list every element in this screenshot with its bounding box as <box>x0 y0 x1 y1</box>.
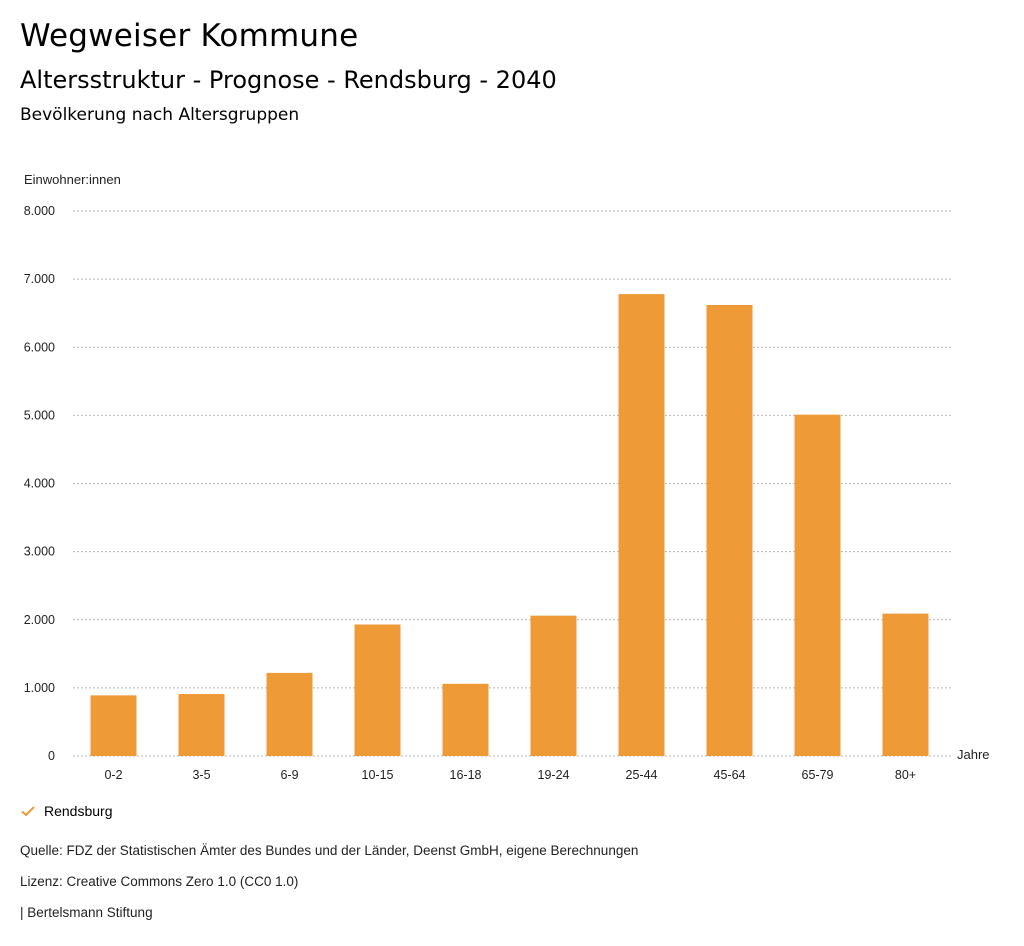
x-tick-label: 19-24 <box>538 768 570 782</box>
chart-subtitle: Altersstruktur - Prognose - Rendsburg - … <box>20 66 557 94</box>
legend-label: Rendsburg <box>44 803 113 819</box>
publisher-note: | Bertelsmann Stiftung <box>20 905 153 920</box>
x-axis-label: Jahre <box>957 747 990 762</box>
checkmark-icon <box>21 806 35 817</box>
y-tick-label: 6.000 <box>24 340 55 354</box>
chart-heading: Bevölkerung nach Altersgruppen <box>20 105 300 125</box>
bar <box>442 683 489 756</box>
bar <box>882 613 929 756</box>
bar <box>618 294 665 756</box>
source-note: Quelle: FDZ der Statistischen Ämter des … <box>20 843 639 858</box>
y-axis-label: Einwohner:innen <box>24 172 121 187</box>
bar <box>266 672 313 756</box>
bar <box>706 305 753 756</box>
y-tick-label: 7.000 <box>24 272 55 286</box>
x-tick-label: 65-79 <box>802 768 834 782</box>
y-tick-label: 0 <box>48 749 55 763</box>
bar <box>530 615 577 756</box>
y-tick-label: 2.000 <box>24 613 55 627</box>
bar <box>178 694 225 756</box>
y-tick-label: 1.000 <box>24 681 55 695</box>
x-tick-label: 80+ <box>895 768 916 782</box>
license-note: Lizenz: Creative Commons Zero 1.0 (CC0 1… <box>20 874 299 889</box>
bar <box>794 414 841 756</box>
x-tick-label: 45-64 <box>714 768 746 782</box>
y-tick-label: 5.000 <box>24 408 55 422</box>
bar <box>90 695 137 756</box>
y-tick-label: 4.000 <box>24 477 55 491</box>
x-tick-label: 16-18 <box>450 768 482 782</box>
x-tick-label: 3-5 <box>192 768 210 782</box>
x-tick-label: 25-44 <box>626 768 658 782</box>
x-tick-label: 0-2 <box>104 768 122 782</box>
y-tick-label: 3.000 <box>24 545 55 559</box>
bar <box>354 624 401 756</box>
x-tick-label: 6-9 <box>280 768 298 782</box>
legend-item-rendsburg[interactable]: Rendsburg <box>20 803 113 819</box>
bar-chart: Einwohner:innen 0 1.000 2.000 3.000 4.000 5.00… <box>24 172 990 782</box>
page-title: Wegweiser Kommune <box>20 18 359 54</box>
x-tick-label: 10-15 <box>362 768 394 782</box>
y-tick-label: 8.000 <box>24 204 55 218</box>
